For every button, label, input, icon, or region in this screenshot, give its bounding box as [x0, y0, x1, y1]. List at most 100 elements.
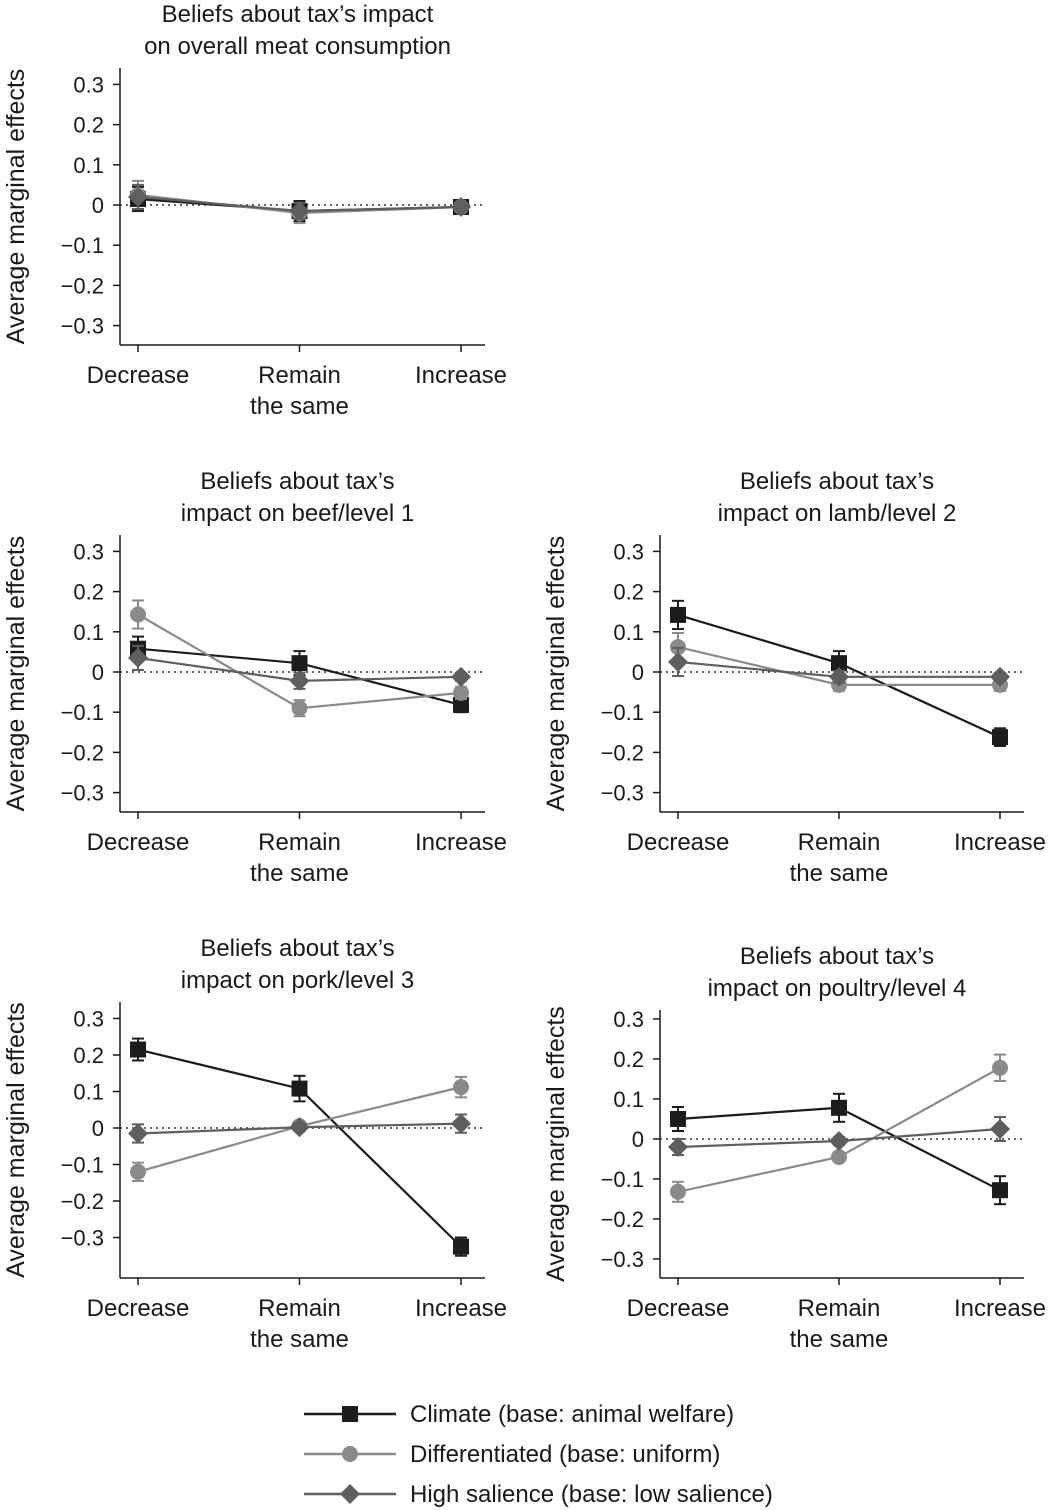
y-tick-label: 0.1: [73, 620, 104, 645]
data-point: [670, 1183, 686, 1200]
data-point: [130, 606, 146, 623]
y-axis-label: Average marginal effects: [542, 536, 570, 812]
x-tick-label: Increase: [415, 1295, 507, 1322]
data-point: [451, 666, 471, 687]
y-tick-label: −0.1: [601, 700, 644, 725]
x-tick-label: Decrease: [87, 362, 190, 389]
x-tick-label: Remain: [798, 829, 881, 856]
y-tick-label: −0.2: [61, 740, 104, 765]
data-point: [670, 606, 686, 623]
series-climate: [130, 635, 469, 714]
legend-marker: [340, 1484, 360, 1504]
y-tick-label: −0.3: [61, 1226, 104, 1251]
data-point: [451, 197, 471, 218]
y-tick-label: 0.3: [613, 539, 644, 564]
data-point: [291, 655, 308, 672]
legend-entry: Climate (base: animal welfare): [304, 1401, 734, 1428]
legend-label: Differentiated (base: uniform): [410, 1441, 720, 1468]
legend: Climate (base: animal welfare) Differenti…: [304, 1401, 773, 1508]
y-tick-label: 0.2: [73, 1043, 104, 1068]
chart-panel-4: Beliefs about tax’s impact on pork/level …: [2, 935, 507, 1353]
y-tick-label: −0.3: [61, 314, 104, 339]
y-tick-label: 0: [92, 1116, 104, 1141]
series-climate: [130, 1037, 469, 1257]
y-axis-label: Average marginal effects: [2, 1002, 30, 1278]
series-high-salience: [668, 646, 1010, 687]
x-tick-label: Increase: [415, 829, 507, 856]
y-tick-label: −0.2: [601, 1207, 644, 1232]
x-tick-label: the same: [250, 860, 349, 887]
chart-title-line: impact on beef/level 1: [181, 500, 414, 527]
data-point: [128, 186, 148, 207]
x-tick-label: the same: [790, 1326, 889, 1353]
data-point: [992, 1059, 1008, 1076]
data-point: [990, 1119, 1010, 1139]
y-tick-label: 0.1: [613, 620, 644, 645]
data-point: [829, 666, 849, 687]
y-tick-label: −0.2: [61, 1189, 104, 1214]
data-point: [291, 700, 308, 717]
series-high-salience: [128, 1113, 471, 1144]
legend-entry: High salience (base: low salience): [304, 1481, 773, 1508]
y-axis-label: Average marginal effects: [2, 69, 30, 345]
y-tick-label: −0.1: [61, 233, 104, 258]
y-axis-label: Average marginal effects: [2, 536, 30, 812]
data-point: [128, 647, 148, 668]
series-high-salience: [128, 644, 471, 691]
series-high-salience: [128, 183, 471, 222]
y-tick-label: 0: [92, 660, 104, 685]
x-tick-label: the same: [790, 860, 889, 887]
data-point: [670, 1111, 686, 1127]
chart-title-line: Beliefs about tax’s: [200, 935, 394, 962]
chart-title-line: impact on poultry/level 4: [708, 975, 967, 1002]
chart-title-line: impact on pork/level 3: [181, 967, 414, 994]
data-point: [831, 655, 847, 672]
data-point: [990, 666, 1010, 687]
chart-title-line: Beliefs about tax’s: [200, 468, 394, 495]
data-point: [130, 1163, 146, 1180]
x-tick-label: Increase: [415, 362, 507, 389]
y-tick-label: 0.3: [73, 72, 104, 97]
y-tick-label: −0.2: [61, 273, 104, 298]
chart-title-line: Beliefs about tax’s: [740, 943, 934, 970]
y-tick-label: −0.1: [61, 700, 104, 725]
y-axis-label: Average marginal effects: [542, 1006, 570, 1282]
x-tick-label: Remain: [258, 1295, 341, 1322]
x-tick-label: Decrease: [627, 829, 730, 856]
series-differentiated: [130, 599, 469, 718]
legend-entry: Differentiated (base: uniform): [304, 1441, 720, 1468]
data-point: [992, 729, 1008, 746]
data-point: [668, 651, 688, 672]
chart-panels: Beliefs about tax’s impact on overall mea…: [2, 1, 1046, 1353]
y-tick-label: 0: [92, 193, 104, 218]
legend-label: High salience (base: low salience): [410, 1481, 773, 1508]
data-point: [289, 670, 310, 691]
y-tick-label: 0: [632, 660, 644, 685]
chart-panel-1: Beliefs about tax’s impact on overall mea…: [2, 1, 507, 420]
y-tick-label: −0.1: [601, 1167, 644, 1192]
legend-marker: [342, 1446, 358, 1462]
y-tick-label: 0: [632, 1127, 644, 1152]
y-tick-label: 0.2: [73, 580, 104, 605]
chart-panel-2: Beliefs about tax’s impact on beef/level …: [2, 468, 507, 887]
series-line: [677, 1066, 1001, 1193]
x-tick-label: Increase: [954, 829, 1046, 856]
x-tick-label: the same: [250, 393, 349, 420]
x-tick-label: Remain: [258, 829, 341, 856]
y-tick-label: 0.1: [73, 153, 104, 178]
data-point: [453, 696, 469, 713]
series-climate: [670, 599, 1008, 747]
x-tick-label: Decrease: [627, 1295, 730, 1322]
y-tick-label: −0.2: [601, 740, 644, 765]
x-tick-label: Remain: [798, 1295, 881, 1322]
data-point: [291, 1080, 308, 1097]
series-differentiated: [670, 1053, 1008, 1203]
data-point: [130, 1041, 146, 1058]
data-point: [668, 1137, 688, 1157]
x-tick-label: Remain: [258, 362, 341, 389]
y-tick-label: 0.2: [73, 113, 104, 138]
data-point: [992, 1182, 1008, 1199]
y-tick-label: −0.3: [601, 1247, 644, 1272]
chart-panel-3: Beliefs about tax’s impact on lamb/level …: [542, 468, 1046, 887]
y-tick-label: −0.3: [61, 781, 104, 806]
